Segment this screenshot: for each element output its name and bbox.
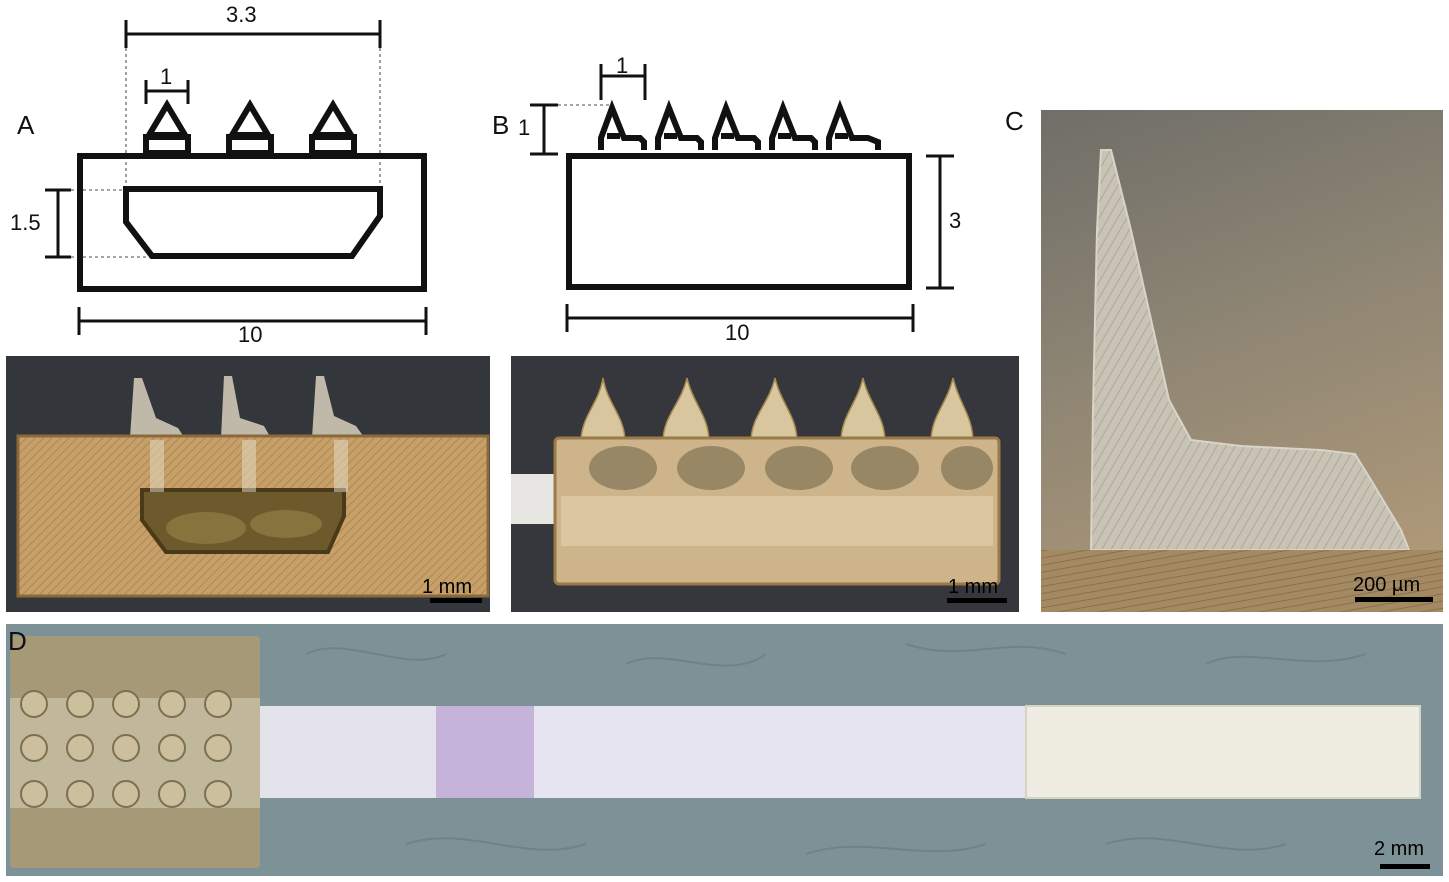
dim-b-spike-height: 1: [518, 115, 531, 140]
dim-a-top-width: 3.3: [226, 2, 257, 27]
scalebar-b-label: 1 mm: [948, 576, 998, 598]
dim-b-base-width: 10: [725, 320, 750, 345]
photo-a: 1 mm: [6, 356, 490, 612]
dim-a-base-width: 10: [238, 322, 263, 347]
schematic-b: [530, 64, 954, 332]
panel-letter-a: A: [17, 110, 35, 140]
scalebar-d-label: 2 mm: [1374, 838, 1424, 860]
photo-b: 1 mm: [511, 356, 1019, 612]
photo-c: 200 µm: [1041, 110, 1443, 612]
schematic-a: [45, 20, 428, 335]
photo-d: D 2 mm: [6, 624, 1443, 876]
dim-a-spike-width: 1: [160, 64, 173, 89]
panel-letter-b: B: [492, 110, 510, 140]
panel-letter-c: C: [1005, 106, 1024, 136]
panel-letter-d: D: [8, 626, 27, 656]
dim-b-spike-width: 1: [616, 53, 629, 78]
dim-b-base-height: 3: [949, 208, 962, 233]
scalebar-c-label: 200 µm: [1353, 574, 1421, 596]
dim-a-cavity-height: 1.5: [10, 210, 41, 235]
scalebar-a-label: 1 mm: [422, 576, 472, 598]
